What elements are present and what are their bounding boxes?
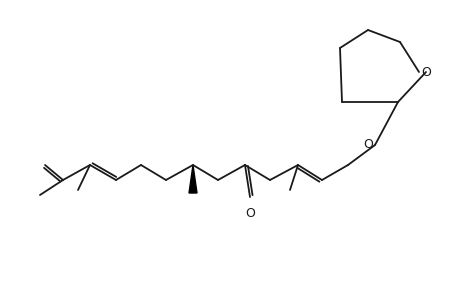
Text: O: O <box>245 207 254 220</box>
Text: O: O <box>420 65 430 79</box>
Text: O: O <box>362 139 372 152</box>
Polygon shape <box>189 165 196 193</box>
